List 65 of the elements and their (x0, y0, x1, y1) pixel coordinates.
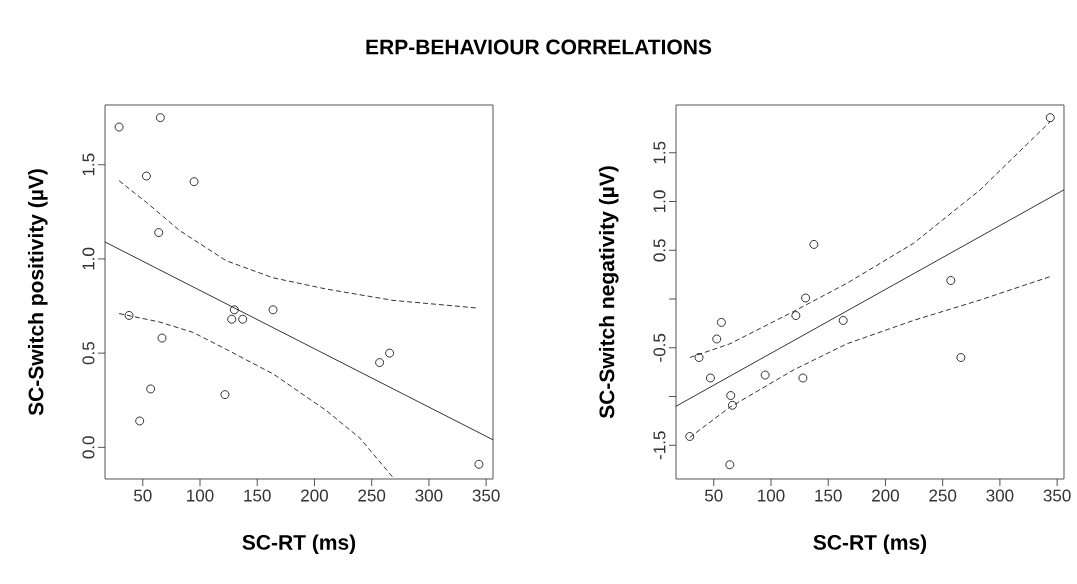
point (189, 177, 199, 187)
point (809, 240, 819, 249)
point (268, 305, 278, 315)
point (726, 391, 736, 400)
line-series (118, 313, 394, 478)
x-tick-label: 200 (872, 489, 899, 502)
x-tick-label: 200 (301, 489, 328, 502)
y-tick-label: 0.5 (653, 239, 666, 262)
point (142, 171, 151, 181)
point (956, 353, 966, 362)
point (717, 318, 726, 327)
point (385, 348, 395, 358)
point (760, 370, 770, 380)
x-tick-label: 150 (815, 489, 842, 502)
point (798, 373, 808, 383)
x-tick-label: 250 (929, 489, 957, 502)
point (791, 311, 801, 320)
point (706, 373, 715, 383)
x-tick-label: 50 (704, 489, 723, 502)
x-tick-label: 100 (758, 489, 785, 502)
x-tick-label: 300 (986, 489, 1014, 502)
point (801, 293, 810, 303)
y-tick-label: -0.5 (653, 333, 666, 362)
text: ERP-BEHAVIOUR CORRELATIONS (366, 39, 712, 55)
point (157, 333, 167, 343)
point (135, 416, 145, 426)
x-tick-label: 100 (187, 489, 214, 502)
point (146, 384, 156, 394)
point (375, 358, 384, 367)
x-tick-label: 300 (415, 489, 443, 502)
y-tick-label: -1.5 (653, 431, 666, 460)
point (227, 314, 237, 324)
x-tick-label: 250 (358, 489, 386, 502)
point (1045, 113, 1055, 123)
y-tick-label: 1.0 (82, 247, 95, 270)
point (238, 314, 248, 324)
point (694, 353, 704, 362)
x-axis-title: SC-RT (ms) (242, 534, 356, 554)
point (114, 122, 124, 132)
point (156, 113, 165, 123)
y-tick-label: 0.5 (82, 342, 95, 365)
point (725, 460, 735, 470)
point (220, 390, 230, 399)
y-axis-title: SC-Switch positivity (µV) (28, 169, 48, 416)
y-tick-label: 1.5 (82, 153, 95, 176)
point (124, 311, 134, 320)
y-tick-label: 1.5 (653, 141, 666, 164)
x-tick-label: 350 (1043, 489, 1071, 502)
line-series (118, 180, 477, 309)
point (474, 459, 484, 469)
x-axis-title: SC-RT (ms) (813, 534, 927, 554)
point (685, 432, 695, 441)
point (712, 334, 722, 344)
x-tick-label: 350 (472, 489, 500, 502)
point (728, 400, 737, 410)
line-series (689, 276, 1051, 438)
x-tick-label: 150 (244, 489, 271, 502)
point (946, 276, 956, 285)
point (838, 316, 848, 325)
point (154, 228, 164, 237)
point (229, 305, 239, 315)
y-tick-label: 1.0 (653, 190, 666, 213)
y-axis-title: SC-Switch negativity (µV) (598, 166, 619, 419)
y-tick-label: 0.0 (82, 436, 95, 459)
x-tick-label: 50 (134, 489, 152, 502)
